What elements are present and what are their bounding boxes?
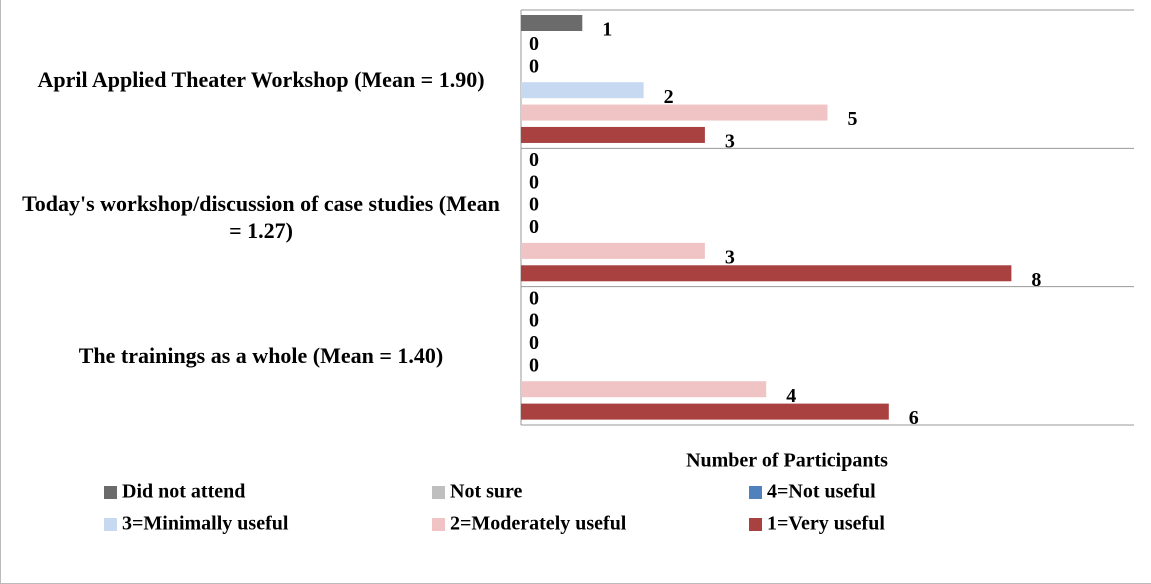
bar — [521, 242, 705, 259]
data-label: 2 — [664, 86, 674, 108]
legend-label: 1=Very useful — [767, 513, 885, 535]
legend-swatch — [104, 518, 117, 531]
data-label: 8 — [1031, 269, 1041, 291]
legend-label: Not sure — [450, 481, 523, 503]
data-label: 0 — [529, 310, 539, 332]
legend-label: Did not attend — [122, 481, 245, 503]
x-axis-label: Number of Participants — [686, 450, 888, 472]
legend-label: 2=Moderately useful — [450, 513, 627, 535]
legend-label: 4=Not useful — [767, 481, 876, 503]
data-label: 5 — [848, 108, 858, 130]
data-label: 0 — [529, 194, 539, 216]
legend-swatch — [432, 518, 445, 531]
category-label: Today's workshop/discussion of case stud… — [22, 191, 500, 244]
category-label: The trainings as a whole (Mean = 1.40) — [78, 343, 444, 369]
data-label: 0 — [529, 171, 539, 193]
bar — [521, 381, 767, 398]
data-label: 3 — [725, 246, 735, 268]
data-label: 0 — [529, 216, 539, 238]
data-label: 0 — [529, 33, 539, 55]
data-label: 3 — [725, 131, 735, 153]
data-label: 0 — [529, 55, 539, 77]
bar — [521, 104, 828, 121]
data-label: 6 — [909, 407, 919, 429]
legend-swatch — [432, 486, 445, 499]
data-label: 0 — [529, 149, 539, 171]
legend-label: 3=Minimally useful — [122, 513, 289, 535]
legend-swatch — [749, 486, 762, 499]
category-label: April Applied Theater Workshop (Mean = 1… — [37, 66, 485, 92]
bar — [521, 126, 705, 143]
legend-swatch — [104, 486, 117, 499]
bar — [521, 82, 644, 99]
data-label: 0 — [529, 354, 539, 376]
bar — [521, 403, 889, 420]
data-label: 0 — [529, 287, 539, 309]
bar — [521, 15, 583, 31]
data-label: 0 — [529, 332, 539, 354]
data-label: 4 — [786, 385, 796, 407]
legend-swatch — [749, 518, 762, 531]
bar — [521, 265, 1012, 282]
data-label: 1 — [602, 19, 612, 41]
